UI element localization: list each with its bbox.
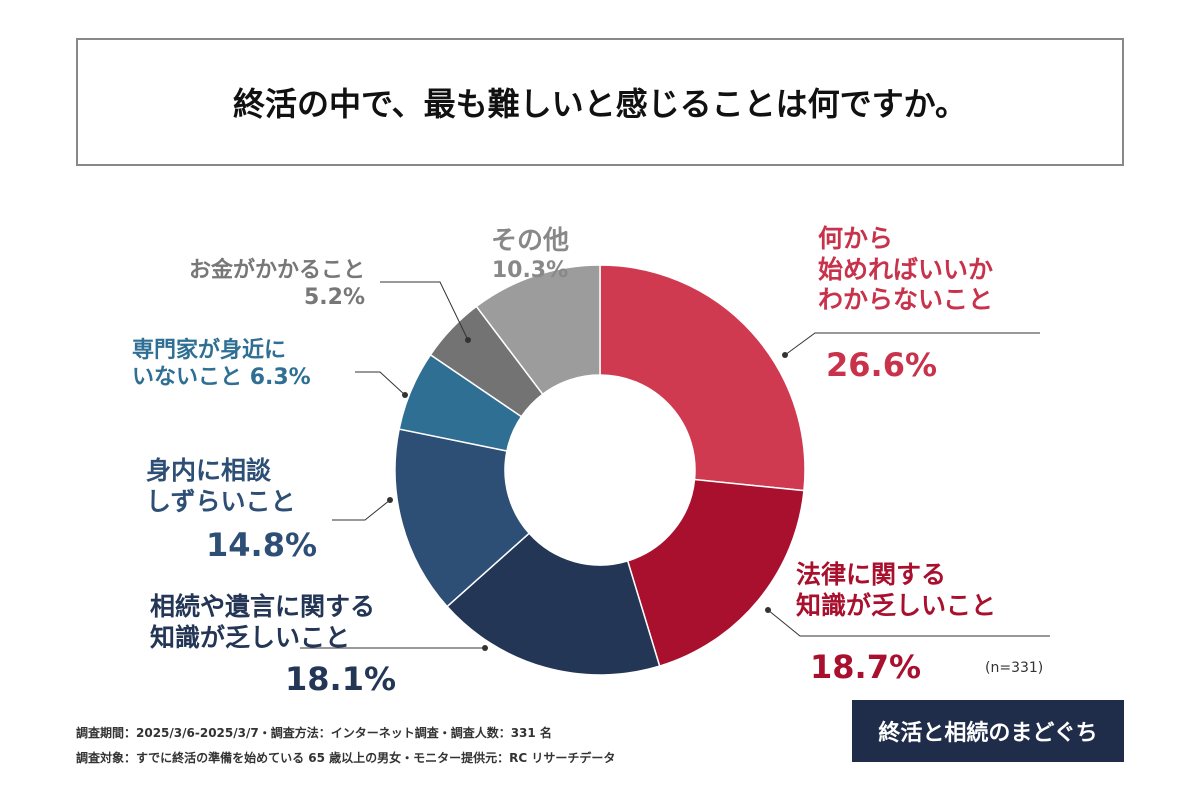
footer-survey-info: 調査期間：2025/3/6-2025/3/7・調査方法：インターネット調査・調査… — [76, 726, 552, 740]
value-slice-6: 10.3% — [491, 257, 569, 283]
value-slice-1: 18.7% — [810, 648, 922, 686]
donut-slice-2 — [446, 532, 661, 676]
value-slice-4: 6.3% — [249, 364, 311, 390]
donut-slice-3 — [394, 428, 531, 608]
value-slice-5: 5.2% — [303, 284, 365, 310]
donut-slice-0 — [599, 264, 806, 492]
donut-slice-1 — [626, 478, 805, 668]
value-slice-2: 18.1% — [285, 660, 397, 698]
label-slice-4: 専門家が身近に いないこと 6.3% — [132, 338, 311, 390]
sample-note: (n=331) — [985, 660, 1044, 676]
leader-line-4 — [355, 371, 406, 396]
chart-title: 終活の中で、最も難しいと感じることは何ですか。 — [232, 85, 968, 123]
leader-line-3 — [332, 499, 391, 521]
label-slice-5: お金がかかること 5.2% — [155, 258, 365, 312]
label-slice-6: その他 10.3% — [470, 226, 590, 285]
leader-dot-0 — [782, 352, 788, 358]
label-slice-1: 法律に関する 知識が乏しいこと — [796, 560, 997, 620]
leader-dot-5 — [465, 337, 471, 343]
label-slice-3: 身内に相談 しずらいこと — [146, 456, 296, 516]
leader-dot-1 — [765, 607, 771, 613]
brand-logo: 終活と相続のまどぐち — [852, 700, 1124, 762]
label-slice-2: 相続や遺言に関する 知識が乏しいこと — [150, 592, 376, 652]
value-slice-3: 14.8% — [206, 526, 318, 564]
leader-line-1 — [767, 609, 1050, 637]
label-slice-0: 何から 始めればいいか わからないこと — [818, 224, 994, 314]
leader-line-0 — [784, 332, 1040, 356]
leader-line-5 — [380, 281, 469, 341]
value-slice-0: 26.6% — [826, 346, 938, 384]
title-box: 終活の中で、最も難しいと感じることは何ですか。 — [76, 38, 1124, 166]
leader-dot-4 — [402, 392, 408, 398]
leader-dot-3 — [387, 497, 393, 503]
donut-slice-6 — [475, 264, 601, 396]
footer-survey-target: 調査対象：すでに終活の準備を始めている 65 歳以上の男女・モニター提供元：RC… — [76, 751, 616, 765]
leader-dot-2 — [482, 645, 488, 651]
